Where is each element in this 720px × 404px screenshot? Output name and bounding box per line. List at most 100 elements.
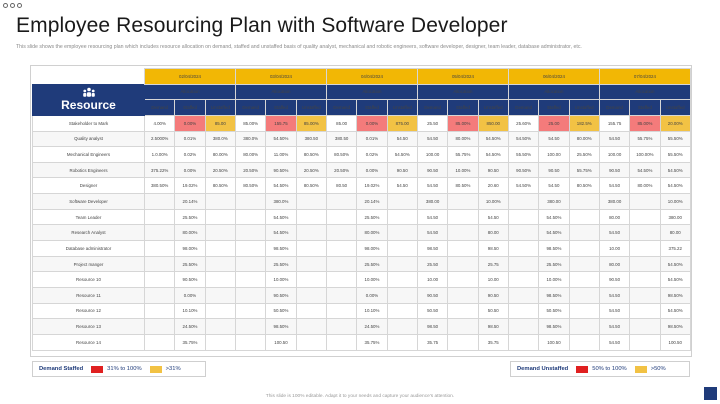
subheader-unstaffed: Unstaffed xyxy=(386,99,418,116)
table-cell xyxy=(447,318,479,335)
window-dot-icon[interactable] xyxy=(10,3,15,8)
table-cell xyxy=(386,208,418,226)
table-cell: 54.50 xyxy=(416,177,449,195)
table-row: Robotics Engineers 375.22% 0.00% 20.50% 20.5… xyxy=(32,161,691,179)
resource-name: Quality analyst xyxy=(32,130,145,148)
table-cell: 380.0% xyxy=(265,193,297,210)
table-cell: 90.50% xyxy=(265,286,297,304)
table-cell xyxy=(629,224,661,242)
table-cell: 54.50% xyxy=(265,208,297,226)
team-icon xyxy=(82,87,95,97)
table-cell xyxy=(507,240,540,257)
legend-label: Demand Unstaffed xyxy=(517,366,569,372)
resource-name: Designer xyxy=(32,177,145,195)
table-cell xyxy=(234,271,267,288)
table-cell: 55.75% xyxy=(629,130,661,148)
date-header: 05/04/2024 xyxy=(416,68,509,85)
table-cell: 380.00 xyxy=(659,208,691,226)
table-cell xyxy=(629,333,661,351)
table-cell: 0.02% xyxy=(174,146,206,163)
table-cell: 54.50 xyxy=(598,130,631,148)
table-cell xyxy=(386,302,418,320)
table-cell: 54.50 xyxy=(386,177,418,195)
resource-header: Resource xyxy=(32,83,145,116)
subheader-demand: Demand xyxy=(325,99,358,116)
table-cell xyxy=(325,302,358,320)
table-cell: 80.00% xyxy=(568,130,600,148)
table-cell xyxy=(507,302,540,320)
allocation-header: Allocation xyxy=(325,83,418,101)
table-cell: 100.50 xyxy=(659,333,691,351)
table-cell: 375.22% xyxy=(143,161,176,179)
table-cell: 54.50 xyxy=(598,177,631,195)
table-cell: 98.50% xyxy=(538,318,570,335)
allocation-header: Allocation xyxy=(234,83,327,101)
table-cell: 50.50 xyxy=(477,302,509,320)
table-cell: 90.50 xyxy=(416,286,449,304)
table-cell: 20.00% xyxy=(659,114,691,132)
table-cell: 80.50% xyxy=(204,177,236,195)
table-cell xyxy=(629,302,661,320)
allocation-header-row: Resource Allocation Allocation Allocation A… xyxy=(32,83,691,116)
table-cell: 85.00% xyxy=(295,114,327,132)
table-cell: 20.50% xyxy=(325,161,358,179)
table-cell: 0.01% xyxy=(174,130,206,148)
table-cell: 100.00% xyxy=(629,146,661,163)
table-cell: 98.50% xyxy=(538,240,570,257)
table-cell xyxy=(204,333,236,351)
table-cell xyxy=(325,318,358,335)
table-cell xyxy=(507,208,540,226)
table-cell: 10.10% xyxy=(174,302,206,320)
table-cell: 10.00% xyxy=(356,271,388,288)
table-cell: 100.50 xyxy=(265,333,297,351)
legend-red-swatch xyxy=(576,365,589,373)
subheader-demand: Demand xyxy=(416,99,449,116)
table-cell: 24.50% xyxy=(356,318,388,335)
table-cell xyxy=(325,271,358,288)
table-cell: 80.50% xyxy=(568,177,600,195)
table-cell: 90.50% xyxy=(265,161,297,179)
table-cell: 54.50% xyxy=(386,146,418,163)
table-cell: 2.5000% xyxy=(143,130,176,148)
table-cell xyxy=(447,224,479,242)
subheader-staffed: Staffed xyxy=(538,99,570,116)
table-cell xyxy=(204,240,236,257)
table-cell: 25.50% xyxy=(174,208,206,226)
table-row: Resource 11 0.00% 90.50% 0.00% 90.50 90.50 98.… xyxy=(32,286,691,304)
table-cell xyxy=(386,240,418,257)
table-row: Stakeholder to Mark 4.00% 0.00% 85.00 85.00%… xyxy=(32,114,691,132)
table-row: Software Developer 20.14% 380.0% 20.14% 380.… xyxy=(32,193,691,210)
table-cell: 0.00% xyxy=(356,114,388,132)
table-cell: 10.00 xyxy=(477,271,509,288)
legend-range: >50% xyxy=(650,366,666,372)
table-cell xyxy=(325,240,358,257)
table-cell: 54.50% xyxy=(265,177,297,195)
table-row: Research Analyst 80.00% 54.50% 80.00% 54.50 8… xyxy=(32,224,691,242)
table-cell: 25.50% xyxy=(265,255,297,273)
table-cell: 155.75 xyxy=(598,114,631,132)
table-cell: 98.50 xyxy=(477,240,509,257)
subheader-demand: Demand xyxy=(598,99,631,116)
table-cell: 54.50 xyxy=(598,286,631,304)
table-cell: 1.0.00% xyxy=(143,146,176,163)
resource-name: Team Leader xyxy=(32,208,145,226)
table-cell xyxy=(447,333,479,351)
table-cell: 20.60 xyxy=(477,177,509,195)
table-cell: 98.00% xyxy=(174,240,206,257)
table-cell: 98.50 xyxy=(416,318,449,335)
table-cell: 10.00% xyxy=(659,193,691,210)
table-cell xyxy=(447,302,479,320)
table-cell: 380.0% xyxy=(204,130,236,148)
table-cell: 25.75 xyxy=(477,255,509,273)
table-row: Resource 12 10.10% 50.50% 10.10% 50.50 50.50 5… xyxy=(32,302,691,320)
table-cell xyxy=(629,255,661,273)
table-cell xyxy=(447,271,479,288)
resource-name: Robotics Engineers xyxy=(32,161,145,179)
table-cell: 25.50% xyxy=(174,255,206,273)
table-cell: 20.14% xyxy=(174,193,206,210)
allocation-header: Allocation xyxy=(144,83,236,101)
window-dot-icon[interactable] xyxy=(3,3,8,8)
window-dot-icon[interactable] xyxy=(17,3,22,8)
legend-range: 31% to 100% xyxy=(107,366,142,372)
table-cell xyxy=(568,318,600,335)
